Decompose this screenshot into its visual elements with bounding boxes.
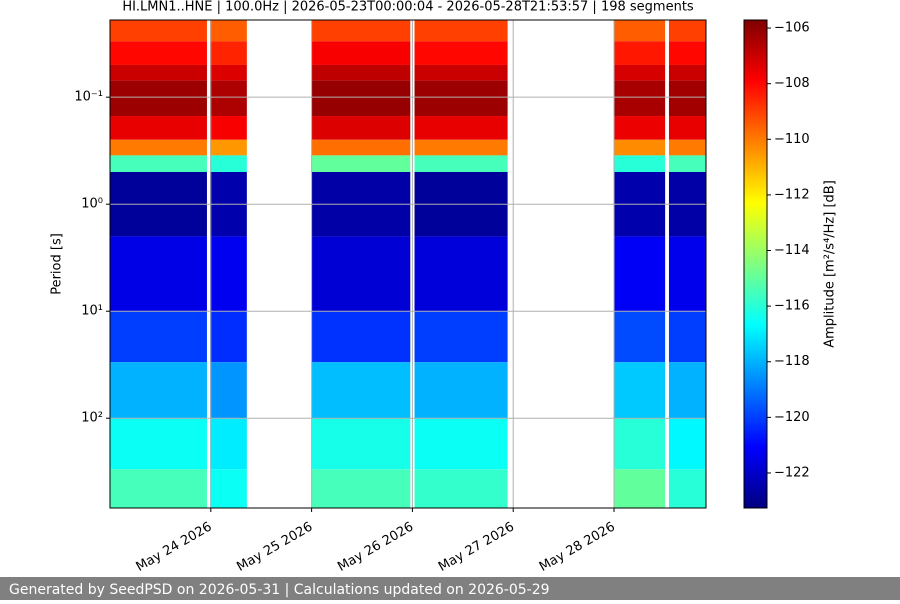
y-tick-label: 10⁰: [81, 197, 103, 212]
heatmap-cell: [668, 236, 706, 312]
heatmap-cell: [110, 362, 207, 419]
colorbar-tick-label: −122: [774, 465, 810, 480]
heatmap-cell: [311, 236, 411, 312]
y-tick-label: 10²: [81, 411, 103, 426]
heatmap-cell: [311, 418, 411, 470]
heatmap-cell: [614, 41, 666, 65]
heatmap-cell: [110, 155, 207, 172]
heatmap-cell: [210, 362, 247, 419]
heatmap-cell: [614, 116, 666, 140]
heatmap-cell: [614, 20, 666, 42]
y-tick-label: 10¹: [81, 304, 103, 319]
heatmap-cell: [414, 20, 508, 42]
colorbar-tick-label: −114: [774, 243, 810, 258]
heatmap-cell: [311, 64, 411, 81]
chart-title: HI.LMN1..HNE | 100.0Hz | 2026-05-23T00:0…: [122, 0, 694, 15]
y-axis-label: Period [s]: [50, 233, 65, 295]
heatmap-cell: [614, 311, 666, 363]
colorbar-tick-label: −108: [774, 76, 810, 91]
heatmap-cell: [414, 236, 508, 312]
heatmap-cell: [668, 418, 706, 470]
heatmap-cell: [210, 20, 247, 42]
heatmap-cell: [210, 155, 247, 172]
footer-bar: [0, 577, 900, 600]
x-tick-label: May 28 2026: [537, 520, 618, 575]
heatmap-cell: [614, 80, 666, 117]
footer-text: Generated by SeedPSD on 2026-05-31 | Cal…: [9, 582, 550, 598]
heatmap-cell: [668, 139, 706, 156]
heatmap-cell: [614, 139, 666, 156]
heatmap-cell: [110, 311, 207, 363]
heatmap-cell: [210, 41, 247, 65]
heatmap-cell: [414, 155, 508, 172]
heatmap-cell: [311, 139, 411, 156]
heatmap-cell: [110, 139, 207, 156]
heatmap-cell: [614, 64, 666, 81]
heatmap-cell: [414, 311, 508, 363]
heatmap-cell: [311, 362, 411, 419]
heatmap-cell: [614, 362, 666, 419]
x-tick-label: May 27 2026: [436, 520, 517, 575]
heatmap-cell: [414, 64, 508, 81]
heatmap-cell: [311, 469, 411, 508]
heatmap-cell: [614, 418, 666, 470]
heatmap-cell: [210, 418, 247, 470]
heatmap-cell: [414, 41, 508, 65]
heatmap-cell: [311, 116, 411, 140]
heatmap-cell: [210, 80, 247, 117]
heatmap-cell: [210, 116, 247, 140]
x-tick-label: May 24 2026: [134, 520, 215, 575]
heatmap-cell: [414, 80, 508, 117]
colorbar-tick-label: −116: [774, 299, 810, 314]
heatmap-cell: [110, 236, 207, 312]
heatmap-cell: [110, 418, 207, 470]
heatmap-cell: [311, 80, 411, 117]
heatmap-cell: [668, 469, 706, 508]
heatmap-cell: [110, 80, 207, 117]
heatmap-cell: [414, 469, 508, 508]
colorbar-tick-label: −110: [774, 132, 810, 147]
heatmap-cell: [414, 418, 508, 470]
colorbar-tick-label: −120: [774, 410, 810, 425]
heatmap-cell: [668, 41, 706, 65]
x-tick-label: May 26 2026: [335, 520, 416, 575]
heatmap-cell: [414, 139, 508, 156]
heatmap-cell: [210, 311, 247, 363]
colorbar: [743, 19, 768, 509]
heatmap-cell: [668, 64, 706, 81]
heatmap-cell: [668, 20, 706, 42]
colorbar-tick-label: −106: [774, 21, 810, 36]
x-tick-label: May 25 2026: [234, 520, 315, 575]
heatmap-cell: [614, 236, 666, 312]
heatmap-cell: [210, 469, 247, 508]
heatmap-cell: [110, 116, 207, 140]
colorbar-tick-label: −112: [774, 187, 810, 202]
heatmap-cell: [668, 311, 706, 363]
colorbar-label: Amplitude [m²/s⁴/Hz] [dB]: [823, 180, 838, 348]
heatmap-cell: [614, 155, 666, 172]
heatmap-cell: [414, 116, 508, 140]
heatmap-cell: [311, 41, 411, 65]
colorbar-tick-label: −118: [774, 354, 810, 369]
heatmap-cell: [110, 20, 207, 42]
heatmap-cell: [110, 64, 207, 81]
heatmap-cell: [110, 41, 207, 65]
heatmap-cell: [668, 155, 706, 172]
heatmap-cell: [311, 20, 411, 42]
heatmap-cell: [311, 311, 411, 363]
heatmap-cell: [110, 469, 207, 508]
heatmap-cell: [668, 80, 706, 117]
heatmap-cell: [668, 116, 706, 140]
heatmap-cell: [614, 469, 666, 508]
heatmap-cell: [210, 139, 247, 156]
heatmap-cell: [414, 362, 508, 419]
plot-frame: [109, 19, 707, 509]
heatmap-cell: [311, 155, 411, 172]
y-tick-label: 10⁻¹: [74, 90, 103, 105]
heatmap-cell: [210, 236, 247, 312]
heatmap-cell: [210, 64, 247, 81]
heatmap-cell: [668, 362, 706, 419]
